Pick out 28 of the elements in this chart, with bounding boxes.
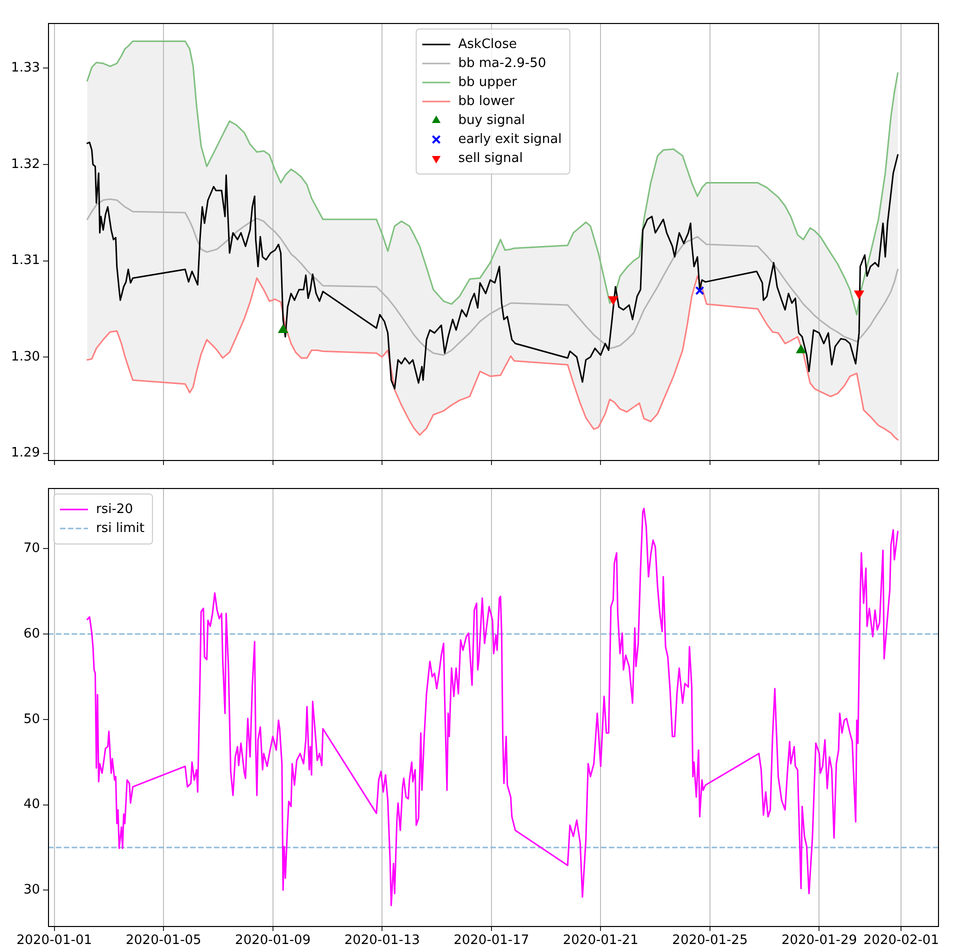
legend-label: bb upper: [458, 74, 518, 90]
x-tick-label: 2020-01-21: [562, 933, 638, 948]
y-tick-label: 1.29: [11, 446, 40, 461]
legend-label: sell signal: [458, 150, 523, 166]
legend-label: AskClose: [458, 36, 517, 52]
x-tick-label: 2020-01-05: [126, 933, 202, 948]
y-tick-label: 1.31: [11, 253, 40, 268]
x-tick-label: 2020-01-01: [16, 933, 92, 948]
legend-label: rsi limit: [96, 520, 144, 536]
y-tick-label: 30: [23, 882, 40, 898]
legend-label: bb lower: [458, 94, 516, 109]
legend-label: bb ma-2.9-50: [458, 56, 546, 71]
legend-label: rsi-20: [96, 502, 133, 517]
y-tick-label: 50: [23, 712, 40, 727]
x-tick-label: 2020-02-01: [863, 933, 939, 948]
legend-label: buy signal: [458, 112, 526, 128]
y-tick-label: 60: [23, 626, 40, 642]
y-tick-label: 70: [23, 540, 40, 556]
y-tick-label: 1.32: [11, 156, 40, 172]
x-tick-label: 2020-01-13: [344, 933, 420, 948]
x-tick-label: 2020-01-17: [454, 933, 530, 948]
y-tick-label: 1.33: [11, 60, 40, 76]
x-tick-label: 2020-01-25: [672, 933, 748, 948]
y-tick-label: 40: [23, 797, 40, 812]
x-tick-label: 2020-01-29: [781, 933, 858, 948]
legend-label: early exit signal: [458, 132, 562, 147]
y-tick-label: 1.30: [11, 349, 40, 364]
x-tick-label: 2020-01-09: [235, 933, 311, 948]
